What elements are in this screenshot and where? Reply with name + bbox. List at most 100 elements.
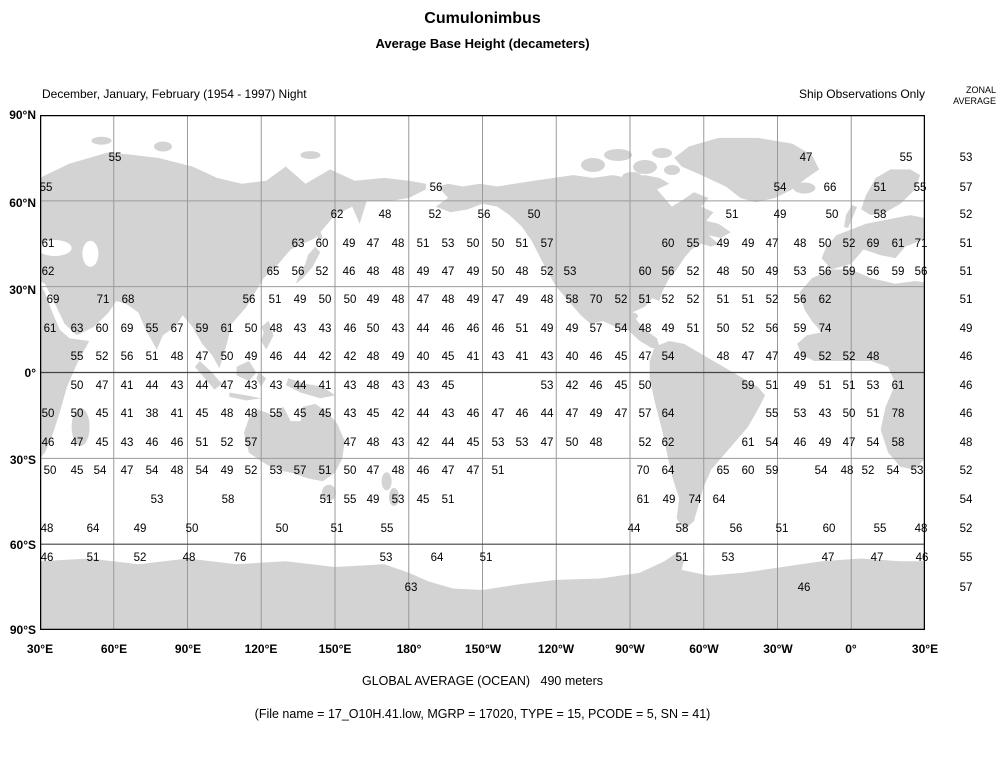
grid-value: 51 <box>515 323 529 335</box>
grid-value: 52 <box>842 351 856 363</box>
inland-seas-layer <box>40 240 99 267</box>
grid-value: 47 <box>821 552 835 564</box>
grid-value: 52 <box>540 266 554 278</box>
grid-value: 43 <box>818 408 832 420</box>
grid-value: 45 <box>416 494 430 506</box>
grid-value: 50 <box>716 323 730 335</box>
lon-tick-label: 60°E <box>100 642 128 656</box>
grid-value: 54 <box>866 437 880 449</box>
grid-value: 47 <box>195 351 209 363</box>
zonal-average-value: 51 <box>959 294 973 306</box>
lon-tick-label: 30°E <box>911 642 939 656</box>
grid-value: 70 <box>636 465 650 477</box>
grid-value: 46 <box>269 351 283 363</box>
grid-value: 74 <box>688 494 702 506</box>
grid-value: 51 <box>268 294 282 306</box>
grid-value: 54 <box>661 351 675 363</box>
grid-value: 68 <box>121 294 135 306</box>
grid-value: 40 <box>416 351 430 363</box>
grid-value: 52 <box>842 238 856 250</box>
grid-value: 45 <box>441 380 455 392</box>
grid-value: 49 <box>793 380 807 392</box>
grid-value: 47 <box>491 408 505 420</box>
grid-value: 46 <box>589 351 603 363</box>
grid-value: 48 <box>391 465 405 477</box>
grid-value: 56 <box>793 294 807 306</box>
grid-value: 56 <box>765 323 779 335</box>
grid-value: 43 <box>391 437 405 449</box>
grid-value: 44 <box>293 380 307 392</box>
grid-value: 61 <box>891 238 905 250</box>
world-map <box>40 115 925 630</box>
grid-value: 50 <box>185 523 199 535</box>
lat-tick-label: 60°S <box>9 538 36 552</box>
grid-value: 66 <box>823 182 837 194</box>
grid-value: 47 <box>638 351 652 363</box>
grid-value: 46 <box>41 437 55 449</box>
grid-value: 43 <box>491 351 505 363</box>
grid-value: 58 <box>675 523 689 535</box>
grid-value: 55 <box>913 182 927 194</box>
grid-value: 52 <box>765 294 779 306</box>
grid-value: 49 <box>741 238 755 250</box>
grid-value: 53 <box>793 266 807 278</box>
grid-value: 42 <box>391 408 405 420</box>
source-label: Ship Observations Only <box>798 87 925 101</box>
grid-value: 52 <box>861 465 875 477</box>
grid-value: 43 <box>416 380 430 392</box>
grid-value: 54 <box>814 465 828 477</box>
grid-value: 48 <box>391 266 405 278</box>
page-subtitle: Average Base Height (decameters) <box>375 36 590 51</box>
zonal-average-value: 51 <box>959 266 973 278</box>
grid-value: 47 <box>366 465 380 477</box>
zonal-average-value: 54 <box>959 494 973 506</box>
grid-value: 71 <box>914 238 928 250</box>
grid-value: 47 <box>540 437 554 449</box>
grid-value: 69 <box>866 238 880 250</box>
grid-value: 57 <box>293 465 307 477</box>
lon-tick-label: 150°E <box>318 642 352 656</box>
grid-value: 50 <box>41 408 55 420</box>
grid-value: 49 <box>416 266 430 278</box>
grid-value: 56 <box>866 266 880 278</box>
grid-value: 50 <box>818 238 832 250</box>
grid-value: 49 <box>661 323 675 335</box>
grid-value: 63 <box>70 323 84 335</box>
grid-value: 56 <box>242 294 256 306</box>
grid-value: 61 <box>636 494 650 506</box>
grid-value: 55 <box>686 238 700 250</box>
grid-value: 46 <box>342 266 356 278</box>
lon-tick-label: 60°W <box>689 642 719 656</box>
grid-value: 50 <box>318 294 332 306</box>
grid-value: 58 <box>873 209 887 221</box>
grid-value: 49 <box>793 351 807 363</box>
grid-value: 43 <box>293 323 307 335</box>
grid-value: 43 <box>391 380 405 392</box>
zonal-average-value: 52 <box>959 465 973 477</box>
zonal-header-line1: ZONAL <box>965 85 996 95</box>
grid-value: 51 <box>515 238 529 250</box>
grid-value: 52 <box>818 351 832 363</box>
grid-value: 54 <box>773 182 787 194</box>
lon-tick-label: 150°W <box>464 642 502 656</box>
grid-value: 46 <box>515 408 529 420</box>
grid-value: 45 <box>614 351 628 363</box>
grid-value: 55 <box>899 152 913 164</box>
grid-value: 48 <box>793 238 807 250</box>
grid-value: 55 <box>108 152 122 164</box>
grid-value: 53 <box>150 494 164 506</box>
grid-value: 51 <box>818 380 832 392</box>
grid-value: 41 <box>170 408 184 420</box>
grid-value: 55 <box>765 408 779 420</box>
grid-value: 47 <box>765 351 779 363</box>
grid-value: 53 <box>793 408 807 420</box>
grid-value: 51 <box>86 552 100 564</box>
grid-value: 53 <box>866 380 880 392</box>
zonal-average-value: 52 <box>959 209 973 221</box>
grid-value: 47 <box>870 552 884 564</box>
grid-value: 71 <box>96 294 110 306</box>
zonal-average-value: 53 <box>959 152 973 164</box>
grid-value: 51 <box>686 323 700 335</box>
grid-value: 56 <box>818 266 832 278</box>
grid-value: 52 <box>220 437 234 449</box>
